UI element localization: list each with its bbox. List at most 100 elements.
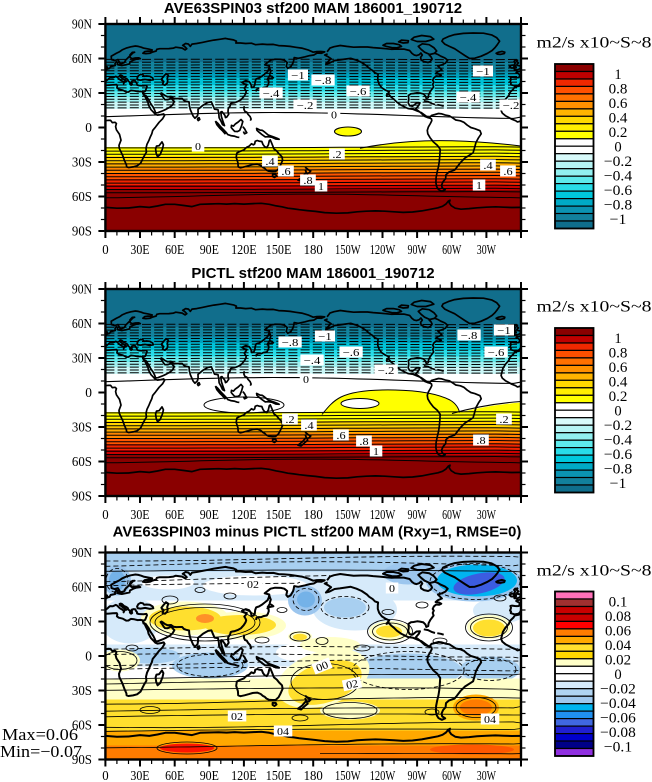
svg-text:120W: 120W bbox=[370, 508, 396, 523]
svg-text:60S: 60S bbox=[72, 455, 92, 470]
svg-text:−.8: −.8 bbox=[282, 337, 299, 349]
svg-text:−.4: −.4 bbox=[460, 92, 477, 104]
svg-text:150E: 150E bbox=[266, 769, 292, 782]
svg-text:0.06: 0.06 bbox=[605, 624, 632, 640]
svg-text:30N: 30N bbox=[72, 87, 92, 102]
svg-text:60E: 60E bbox=[165, 243, 184, 258]
svg-text:−1: −1 bbox=[318, 331, 332, 343]
svg-text:0.04: 0.04 bbox=[605, 638, 632, 654]
svg-text:0: 0 bbox=[614, 140, 621, 156]
svg-text:0.1: 0.1 bbox=[609, 595, 628, 611]
svg-text:AVE63SPIN03 minus PICTL stf200: AVE63SPIN03 minus PICTL stf200 MAM (Rxy=… bbox=[113, 524, 522, 541]
svg-text:−.4: −.4 bbox=[304, 355, 321, 367]
svg-text:60W: 60W bbox=[442, 769, 462, 782]
svg-text:30W: 30W bbox=[477, 769, 497, 782]
svg-text:0: 0 bbox=[614, 667, 621, 683]
svg-text:0: 0 bbox=[102, 508, 108, 523]
svg-text:0: 0 bbox=[303, 374, 310, 386]
svg-text:90N: 90N bbox=[72, 283, 92, 298]
svg-text:150W: 150W bbox=[335, 508, 361, 523]
svg-text:1: 1 bbox=[614, 67, 621, 83]
svg-text:−.4: −.4 bbox=[263, 88, 280, 100]
svg-text:04: 04 bbox=[277, 726, 290, 738]
svg-text:−0.08: −0.08 bbox=[600, 725, 636, 741]
svg-text:−.8: −.8 bbox=[315, 75, 332, 87]
svg-text:1: 1 bbox=[373, 446, 379, 458]
svg-text:0: 0 bbox=[614, 404, 621, 420]
svg-text:0: 0 bbox=[389, 583, 396, 595]
svg-text:−.2: −.2 bbox=[378, 365, 395, 377]
svg-text:PICTL stf200 MAM 186001_190712: PICTL stf200 MAM 186001_190712 bbox=[191, 265, 434, 282]
svg-text:m2/s x10~S~8: m2/s x10~S~8 bbox=[537, 299, 652, 316]
svg-text:30E: 30E bbox=[130, 508, 149, 523]
svg-text:−.6: −.6 bbox=[488, 347, 505, 359]
svg-text:60N: 60N bbox=[72, 52, 92, 67]
svg-text:0.4: 0.4 bbox=[609, 375, 628, 391]
svg-text:−1: −1 bbox=[476, 66, 490, 78]
svg-text:.2: .2 bbox=[332, 149, 341, 161]
svg-text:−0.04: −0.04 bbox=[600, 696, 636, 712]
svg-text:.4: .4 bbox=[483, 160, 493, 172]
svg-text:60W: 60W bbox=[442, 508, 462, 523]
svg-text:.2: .2 bbox=[499, 414, 508, 426]
svg-text:30N: 30N bbox=[72, 615, 92, 630]
svg-text:60E: 60E bbox=[165, 508, 184, 523]
svg-text:30N: 30N bbox=[72, 352, 92, 367]
svg-text:90S: 90S bbox=[72, 225, 92, 240]
svg-text:02: 02 bbox=[345, 678, 359, 692]
svg-text:AVE63SPIN03 stf200 MAM 186001_: AVE63SPIN03 stf200 MAM 186001_190712 bbox=[164, 0, 462, 17]
svg-text:120W: 120W bbox=[370, 243, 396, 258]
svg-text:−.6: −.6 bbox=[343, 347, 360, 359]
svg-text:.2: .2 bbox=[285, 414, 294, 426]
svg-text:0: 0 bbox=[85, 121, 92, 136]
svg-text:150W: 150W bbox=[335, 769, 361, 782]
svg-text:−0.2: −0.2 bbox=[604, 418, 632, 434]
svg-text:30E: 30E bbox=[130, 769, 149, 782]
svg-text:0: 0 bbox=[331, 110, 338, 122]
svg-text:.6: .6 bbox=[336, 430, 346, 442]
svg-text:−0.02: −0.02 bbox=[600, 682, 636, 698]
svg-text:150E: 150E bbox=[266, 243, 292, 258]
svg-text:1: 1 bbox=[318, 181, 324, 193]
svg-text:−.2: −.2 bbox=[503, 100, 520, 112]
svg-text:30W: 30W bbox=[477, 243, 497, 258]
svg-text:0: 0 bbox=[102, 243, 108, 258]
svg-text:90N: 90N bbox=[72, 18, 92, 33]
svg-text:−1: −1 bbox=[610, 212, 627, 228]
svg-text:−0.6: −0.6 bbox=[604, 447, 633, 463]
svg-text:−0.06: −0.06 bbox=[600, 711, 636, 727]
svg-text:−0.4: −0.4 bbox=[604, 433, 633, 449]
svg-text:0: 0 bbox=[85, 650, 92, 665]
svg-text:0.08: 0.08 bbox=[605, 609, 631, 625]
svg-text:00: 00 bbox=[315, 659, 331, 675]
svg-text:90E: 90E bbox=[200, 508, 219, 523]
svg-text:−0.6: −0.6 bbox=[604, 183, 633, 199]
svg-text:.8: .8 bbox=[359, 436, 369, 448]
svg-text:120W: 120W bbox=[370, 769, 396, 782]
svg-text:0.2: 0.2 bbox=[609, 389, 628, 405]
svg-text:60N: 60N bbox=[72, 317, 92, 332]
svg-text:−1: −1 bbox=[497, 325, 511, 337]
svg-text:90W: 90W bbox=[408, 769, 428, 782]
svg-text:30W: 30W bbox=[477, 508, 497, 523]
svg-text:120E: 120E bbox=[231, 508, 257, 523]
svg-text:1: 1 bbox=[614, 331, 621, 347]
svg-text:150E: 150E bbox=[266, 508, 292, 523]
svg-text:−.8: −.8 bbox=[461, 330, 478, 342]
svg-text:Max=0.06: Max=0.06 bbox=[2, 725, 78, 744]
svg-text:0.4: 0.4 bbox=[609, 111, 628, 127]
svg-text:Min=−0.07: Min=−0.07 bbox=[0, 742, 83, 761]
svg-text:30S: 30S bbox=[72, 421, 92, 436]
svg-text:m2/s x10~S~8: m2/s x10~S~8 bbox=[537, 35, 652, 52]
svg-text:60W: 60W bbox=[442, 243, 462, 258]
svg-text:.8: .8 bbox=[476, 435, 486, 447]
svg-text:30E: 30E bbox=[130, 243, 149, 258]
svg-text:.4: .4 bbox=[265, 156, 275, 168]
svg-text:−.2: −.2 bbox=[297, 100, 314, 112]
svg-text:90S: 90S bbox=[72, 753, 92, 768]
svg-text:−1: −1 bbox=[291, 70, 305, 82]
svg-text:.6: .6 bbox=[503, 166, 513, 178]
svg-text:−0.2: −0.2 bbox=[604, 154, 632, 170]
svg-text:0.6: 0.6 bbox=[609, 96, 628, 112]
svg-text:0.2: 0.2 bbox=[609, 125, 628, 141]
